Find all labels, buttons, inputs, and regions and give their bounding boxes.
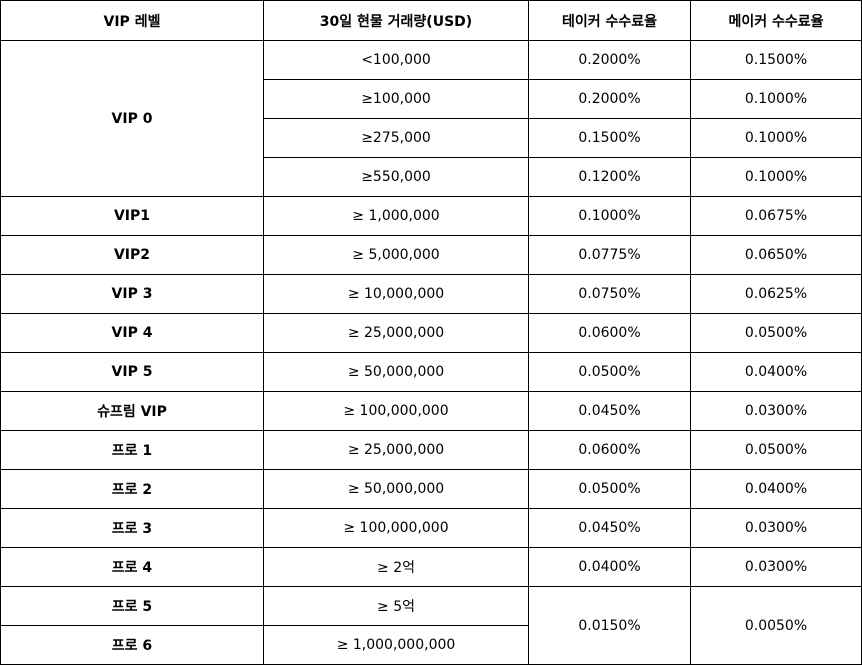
table-cell: 0.0500% (528, 469, 691, 509)
table-row: 프로 5 ≥ 5억 0.0150% 0.0050% (0, 586, 862, 665)
table-row: ≥100,000 0.2000% 0.1000% (1, 79, 862, 119)
table-cell: 0.0400% (690, 352, 862, 392)
table-cell: 0.1000% (690, 157, 862, 197)
table-cell: ≥ 5억 (263, 586, 529, 626)
header-row: VIP 레벨 30일 현물 거래량(USD) 테이커 수수료율 메이커 수수료율 (0, 0, 862, 41)
table-cell: 프로 1 (0, 430, 264, 470)
table-cell: ≥ 50,000,000 (263, 352, 529, 392)
table-row: ≥550,000 0.1200% 0.1000% (1, 157, 862, 197)
table-cell: 0.0500% (690, 313, 862, 353)
table-cell: 0.2000% (528, 40, 691, 80)
table-cell: 0.1000% (690, 79, 862, 119)
table-cell: ≥ 100,000,000 (263, 508, 529, 548)
table-cell: 0.0450% (528, 391, 691, 431)
table-cell: 0.0150% (528, 586, 691, 665)
table-cell: 프로 6 (0, 625, 264, 665)
table-cell: 0.1000% (690, 118, 862, 158)
table-cell: 프로 3 (0, 508, 264, 548)
table-cell: 0.1500% (690, 40, 862, 80)
table-body: VIP 0 <100,000 0.2000% 0.1500% ≥100,000 0.200… (0, 40, 862, 665)
table-cell: VIP 3 (0, 274, 264, 314)
table-cell: ≥100,000 (263, 79, 529, 119)
table-cell: 0.0675% (690, 196, 862, 236)
table-cell: 0.0650% (690, 235, 862, 275)
table-cell: 0.0300% (690, 391, 862, 431)
table-cell: 0.1200% (528, 157, 691, 197)
table-cell: 0.0050% (690, 586, 862, 665)
table-cell: ≥ 5,000,000 (263, 235, 529, 275)
table-cell: 0.0400% (690, 469, 862, 509)
table-cell: 슈프림 VIP (0, 391, 264, 431)
table-cell: 0.0600% (528, 430, 691, 470)
table-row: 프로 3 ≥ 100,000,000 0.0450% 0.0300% (0, 508, 862, 548)
table-cell: ≥ 1,000,000 (263, 196, 529, 236)
table-row: 프로 6 ≥ 1,000,000,000 (0, 625, 862, 665)
table-cell: 0.0750% (528, 274, 691, 314)
table-row: 프로 4 ≥ 2억 0.0400% 0.0300% (0, 547, 862, 587)
table-cell: 0.0450% (528, 508, 691, 548)
table-cell: 0.1500% (528, 118, 691, 158)
table-cell: ≥550,000 (263, 157, 529, 197)
table-cell: 0.0775% (528, 235, 691, 275)
table-cell: 0.2000% (528, 79, 691, 119)
table-cell: 프로 4 (0, 547, 264, 587)
table-cell: VIP 0 (0, 40, 264, 197)
table-row: VIP 4 ≥ 25,000,000 0.0600% 0.0500% (0, 313, 862, 353)
table-header: VIP 레벨 30일 현물 거래량(USD) 테이커 수수료율 메이커 수수료율 (0, 0, 862, 41)
table-cell: ≥ 2억 (263, 547, 529, 587)
table-row: VIP1 ≥ 1,000,000 0.1000% 0.0675% (0, 196, 862, 236)
table-cell: VIP 5 (0, 352, 264, 392)
table-cell: 0.1000% (528, 196, 691, 236)
header-cell: 테이커 수수료율 (528, 0, 691, 41)
table-cell: ≥ 100,000,000 (263, 391, 529, 431)
table-cell: VIP 4 (0, 313, 264, 353)
table-row: ≥275,000 0.1500% 0.1000% (1, 118, 862, 158)
table-cell: ≥275,000 (263, 118, 529, 158)
table-row: VIP 5 ≥ 50,000,000 0.0500% 0.0400% (0, 352, 862, 392)
header-cell: 메이커 수수료율 (690, 0, 862, 41)
header-cell: 30일 현물 거래량(USD) (263, 0, 529, 41)
table-cell: ≥ 1,000,000,000 (263, 625, 529, 665)
table-row: VIP 0 <100,000 0.2000% 0.1500% (0, 40, 862, 197)
table-cell: 0.0625% (690, 274, 862, 314)
table-cell: ≥ 50,000,000 (263, 469, 529, 509)
table-row: 프로 1 ≥ 25,000,000 0.0600% 0.0500% (0, 430, 862, 470)
header-cell: VIP 레벨 (0, 0, 264, 41)
table-cell: 0.0300% (690, 508, 862, 548)
table-cell: 0.0400% (528, 547, 691, 587)
table-row: 프로 2 ≥ 50,000,000 0.0500% 0.0400% (0, 469, 862, 509)
table-cell: ≥ 25,000,000 (263, 313, 529, 353)
table-row: VIP2 ≥ 5,000,000 0.0775% 0.0650% (0, 235, 862, 275)
table-cell: ≥ 25,000,000 (263, 430, 529, 470)
table-cell: 0.0600% (528, 313, 691, 353)
table-cell: 프로 5 (0, 586, 264, 626)
table-cell: 0.0500% (528, 352, 691, 392)
table-row: 슈프림 VIP ≥ 100,000,000 0.0450% 0.0300% (0, 391, 862, 431)
table-cell: VIP2 (0, 235, 264, 275)
table-cell: VIP1 (0, 196, 264, 236)
table-cell: 0.0500% (690, 430, 862, 470)
table-cell: 프로 2 (0, 469, 264, 509)
table-cell: 0.0300% (690, 547, 862, 587)
table-cell: <100,000 (263, 40, 529, 80)
table-row: VIP 3 ≥ 10,000,000 0.0750% 0.0625% (0, 274, 862, 314)
table-cell: ≥ 10,000,000 (263, 274, 529, 314)
